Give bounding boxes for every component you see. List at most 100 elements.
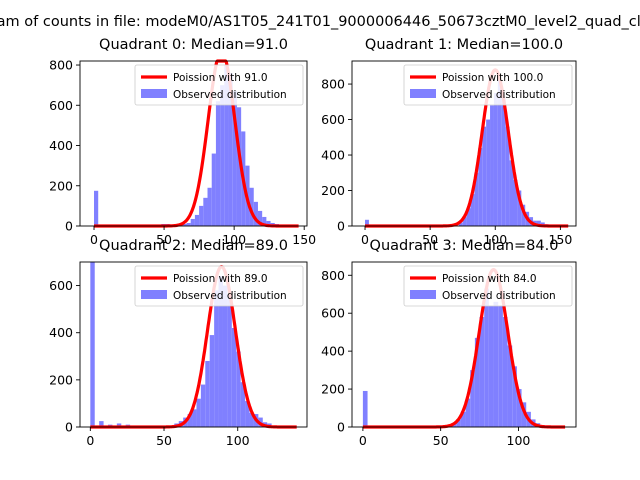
- plot-frame: [79, 261, 308, 428]
- y-tick-label: 400: [321, 148, 345, 163]
- histogram-bar: [521, 204, 526, 226]
- legend-bar-swatch: [410, 290, 436, 299]
- chart-panel-1: 0 50 100 150 0 200 400 600 800 Quadrant 1: Median…: [321, 37, 577, 247]
- histogram-bar: [497, 80, 502, 226]
- x-tick-label: 50: [156, 232, 172, 247]
- x-tick-label: 0: [361, 232, 369, 247]
- histogram-bar: [498, 305, 503, 427]
- x-tick-label: 0: [90, 232, 98, 247]
- histogram-bar: [99, 421, 104, 427]
- legend: Poission with 89.0 Observed distribution: [134, 265, 304, 307]
- histogram-bar: [262, 216, 267, 226]
- histogram-bar: [194, 214, 200, 226]
- histogram-bar: [493, 92, 498, 226]
- y-tick-label: 800: [321, 77, 345, 92]
- histogram-bar: [365, 219, 369, 226]
- y-tick-label: 0: [65, 219, 73, 234]
- histogram-bar: [232, 91, 237, 227]
- histogram-bar: [236, 107, 242, 226]
- histogram-bar: [462, 217, 467, 226]
- figure-title: Histogram of counts in file: modeM0/AS1T…: [0, 14, 640, 30]
- histogram-bar: [266, 220, 271, 226]
- histogram-bar: [474, 172, 479, 226]
- histogram-bar: [207, 187, 212, 226]
- legend-label-hist: Observed distribution: [442, 290, 556, 302]
- histogram-bar: [222, 285, 228, 427]
- plot-frame: [79, 60, 308, 227]
- legend-box: [134, 64, 304, 106]
- y-tick-label: 600: [321, 112, 345, 127]
- histogram-bar: [211, 153, 216, 226]
- x-tick-label: 50: [433, 433, 449, 448]
- histogram-bar: [236, 351, 241, 427]
- y-tick-label: 800: [49, 58, 73, 73]
- histogram-bar: [505, 126, 510, 226]
- histogram-bar: [478, 147, 483, 226]
- histogram-bar: [509, 160, 514, 226]
- histogram-bar: [456, 419, 461, 427]
- x-tick-label: 100: [483, 232, 507, 247]
- y-tick-label: 200: [49, 372, 73, 387]
- histogram-bar: [224, 65, 229, 227]
- y-tick-label: 0: [337, 219, 345, 234]
- chart-panel-3: 0 50 100 0 200 400 600 800 Quadrant 3: Median=84…: [321, 238, 577, 448]
- plot-frame: [351, 261, 577, 428]
- histogram-bar: [215, 101, 221, 226]
- y-tick-label: 800: [321, 268, 345, 283]
- histogram-bar: [196, 398, 201, 427]
- histogram-bar: [200, 384, 206, 427]
- histogram-bar: [516, 389, 522, 427]
- histogram-bar: [192, 409, 197, 427]
- histogram-bar: [490, 105, 494, 226]
- legend: Poission with 91.0 Observed distribution: [134, 64, 304, 106]
- histogram-bar: [249, 187, 254, 226]
- y-tick-label: 600: [49, 278, 73, 293]
- histogram-bar: [228, 73, 233, 226]
- x-tick-label: 100: [507, 433, 531, 448]
- histogram-bar: [218, 276, 223, 427]
- legend-label-fit: Poission with 91.0: [173, 72, 268, 84]
- histogram-bar: [484, 288, 489, 427]
- legend-bar-swatch: [410, 89, 436, 98]
- chart-title: Quadrant 2: Median=89.0: [99, 238, 288, 254]
- histogram-bar: [474, 337, 480, 427]
- histogram-bar: [187, 414, 193, 427]
- histogram-bar: [521, 402, 527, 427]
- legend-box: [403, 265, 573, 307]
- legend-label-hist: Observed distribution: [173, 89, 287, 101]
- chart-panel-2: 0 50 100 0 200 400 600 Quadrant 2: Median=89.0 P…: [49, 238, 308, 448]
- y-tick-label: 400: [49, 325, 73, 340]
- histogram-bar: [186, 222, 191, 226]
- histogram-bar: [362, 390, 368, 427]
- legend-label-fit: Poission with 89.0: [173, 273, 268, 285]
- histogram-bar: [220, 85, 225, 227]
- chart-panel-0: 0 50 100 150 0 200 400 600 800 Quadrant 0: Median…: [49, 37, 316, 247]
- histogram-bar: [182, 223, 187, 226]
- histogram-bar: [512, 366, 517, 427]
- legend-box: [403, 64, 573, 106]
- histogram-bar: [249, 412, 254, 427]
- y-tick-label: 400: [321, 344, 345, 359]
- chart-title: Quadrant 0: Median=91.0: [99, 37, 288, 53]
- histogram-bar: [90, 262, 95, 427]
- histogram-bar: [205, 361, 210, 427]
- chart-title: Quadrant 1: Median=100.0: [365, 37, 563, 53]
- histogram-bar: [458, 222, 463, 226]
- histogram-bar: [536, 220, 541, 226]
- y-tick-label: 0: [337, 420, 345, 435]
- histogram-bar: [507, 345, 513, 427]
- y-tick-label: 600: [49, 98, 73, 113]
- legend: Poission with 100.0 Observed distribution: [403, 64, 573, 106]
- x-tick-label: 0: [359, 433, 367, 448]
- histogram-bar: [253, 201, 258, 226]
- histogram-bar: [488, 305, 494, 427]
- histogram-bar: [231, 328, 237, 427]
- y-tick-label: 400: [49, 138, 73, 153]
- histogram-bar: [94, 190, 99, 226]
- histogram-bar: [502, 317, 508, 427]
- x-tick-label: 150: [292, 232, 316, 247]
- histogram-bar: [199, 205, 204, 226]
- y-tick-label: 600: [321, 306, 345, 321]
- y-tick-label: 0: [65, 420, 73, 435]
